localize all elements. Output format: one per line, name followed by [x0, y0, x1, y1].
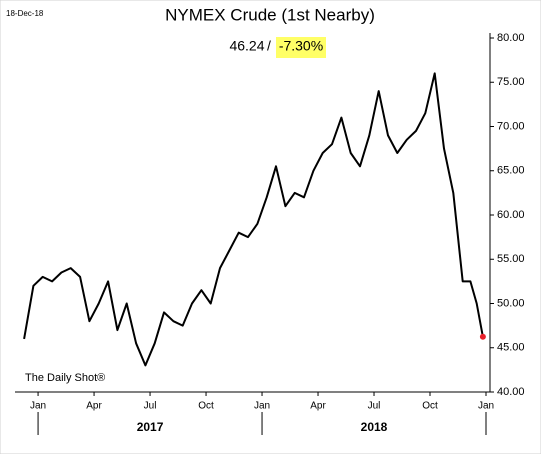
y-tick-label: 75.00: [497, 76, 525, 88]
y-tick-label: 55.00: [497, 253, 525, 265]
y-tick-label: 65.00: [497, 165, 525, 177]
date: 18-Dec-18: [6, 9, 44, 18]
x-tick-label: Jul: [368, 401, 381, 412]
x-tick-label: Jan: [478, 401, 494, 412]
highlight: [276, 37, 326, 58]
y-tick-label: 80.00: [497, 32, 525, 44]
separator: /: [267, 38, 271, 54]
y-tick-label: 60.00: [497, 209, 525, 221]
x-tick-label: Jan: [30, 401, 46, 412]
last-point: [479, 333, 486, 340]
x-tick-label: Oct: [422, 401, 438, 412]
year-label: 2018: [361, 420, 388, 434]
source: The Daily Shot®: [25, 372, 105, 384]
y-tick-label: 50.00: [497, 297, 525, 309]
x-tick-label: Jul: [144, 401, 157, 412]
chart-title: NYMEX Crude (1st Nearby): [165, 5, 375, 24]
change: -7.30%: [279, 38, 323, 54]
year-label: 2017: [137, 420, 164, 434]
y-tick-label: 40.00: [497, 386, 525, 398]
x-tick-label: Apr: [86, 401, 102, 412]
x-tick-label: Oct: [198, 401, 214, 412]
y-tick-label: 70.00: [497, 120, 525, 132]
last-value: 46.24: [229, 38, 264, 54]
x-tick-label: Apr: [310, 401, 326, 412]
x-tick-label: Jan: [254, 401, 270, 412]
y-tick-label: 45.00: [497, 342, 525, 354]
price-line: [23, 72, 484, 367]
